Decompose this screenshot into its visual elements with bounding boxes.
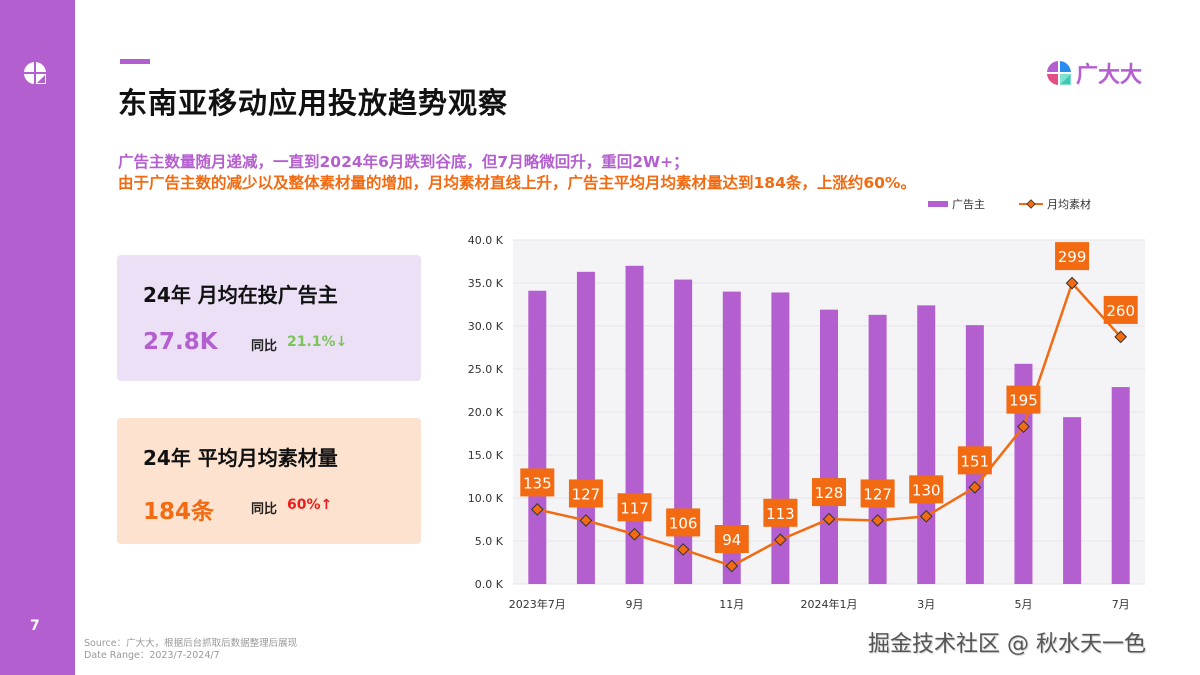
legend-swatch-bar — [928, 201, 948, 207]
x-tick-label: 9月 — [626, 598, 644, 611]
y-tick-label: 40.0 K — [468, 234, 504, 247]
bar-advertisers — [722, 291, 741, 584]
description-line-1: 广告主数量随月递减，一直到2024年6月跌到谷底，但7月略微回升，重回2W+； — [118, 153, 689, 171]
source-note: Source：广大大，根据后台抓取后数据整理后展现 Date Range：202… — [84, 638, 297, 662]
data-label: 135 — [523, 474, 552, 492]
yoy-label: 同比 — [251, 339, 278, 354]
x-tick-label: 2024年1月 — [801, 597, 858, 611]
advertiser-stat-card: 24年 月均在投广告主 27.8K 同比 21.1%↓ — [117, 255, 421, 381]
y-tick-label: 25.0 K — [468, 363, 504, 376]
data-label-box — [909, 475, 944, 504]
line-point-marker — [579, 514, 593, 527]
brand-logo-icon — [24, 62, 46, 84]
y-tick-label: 15.0 K — [468, 449, 504, 462]
brand-logo-icon — [1047, 61, 1071, 85]
card-title: 24年 月均在投广告主 — [143, 283, 338, 307]
data-label: 130 — [912, 481, 941, 499]
data-label-box — [666, 508, 701, 537]
data-label-box — [1103, 295, 1138, 324]
data-label: 113 — [766, 505, 795, 523]
x-tick-label: 2023年7月 — [509, 597, 566, 611]
watermark: 掘金技术社区 @ 秋水天一色 — [868, 632, 1146, 657]
yoy-label: 同比 — [251, 502, 278, 517]
line-point-marker — [676, 543, 690, 556]
brand: 广大大 — [1046, 57, 1142, 89]
line-point-marker — [822, 512, 836, 526]
bar-advertisers — [820, 309, 838, 584]
data-label-box — [714, 525, 749, 553]
line-point-marker — [628, 527, 641, 541]
data-label-box — [957, 446, 992, 475]
x-tick-label: 7月 — [1112, 598, 1130, 611]
data-label: 106 — [669, 514, 698, 532]
description-line-2: 由于广告主数的减少以及整体素材量的增加，月均素材直线上升，广告主平均月均素材量达… — [118, 174, 916, 192]
y-tick-label: 0.0 K — [475, 578, 504, 591]
line-point-marker — [774, 533, 787, 547]
data-label-box — [1006, 385, 1041, 414]
data-label-box — [860, 479, 895, 508]
source-line: Source：广大大，根据后台抓取后数据整理后展现 — [84, 638, 298, 649]
y-tick-label: 20.0 K — [468, 406, 504, 419]
bar-advertisers — [1111, 387, 1130, 584]
data-label: 94 — [722, 531, 741, 549]
x-tick-label: 5月 — [1014, 598, 1032, 611]
legend-swatch-line — [1019, 199, 1043, 209]
title-accent-bar — [120, 59, 150, 64]
yoy-value: 60%↑ — [287, 497, 333, 513]
data-label: 151 — [961, 452, 990, 470]
data-label-box — [812, 478, 846, 507]
chart-legend: 广告主 月均素材 — [928, 196, 1091, 212]
bar-advertisers — [868, 314, 887, 584]
plot-background — [513, 240, 1145, 584]
y-tick-label: 10.0 K — [468, 492, 504, 505]
creative-stat-card: 24年 平均月均素材量 184条 同比 60%↑ — [117, 418, 421, 544]
bar-advertisers — [1014, 363, 1033, 584]
data-label-box — [763, 498, 798, 527]
card-title: 24年 平均月均素材量 — [143, 446, 338, 470]
legend-label-advertisers: 广告主 — [952, 198, 985, 211]
line-creatives — [537, 281, 1122, 568]
data-label-box — [1055, 242, 1090, 271]
line-point-marker — [725, 559, 739, 573]
x-tick-label: 11月 — [719, 598, 744, 611]
line-point-marker — [1065, 276, 1079, 290]
data-label-box — [568, 479, 603, 508]
legend-label-creatives: 月均素材 — [1047, 198, 1091, 211]
bar-advertisers — [625, 265, 644, 584]
data-label: 299 — [1058, 248, 1087, 266]
data-label-box — [617, 493, 652, 522]
bar-advertisers — [528, 290, 547, 584]
bar-advertisers — [965, 325, 984, 584]
bar-advertisers — [1063, 417, 1082, 584]
yoy-value: 21.1%↓ — [287, 334, 348, 350]
line-point-marker — [1114, 330, 1128, 344]
x-tick-label: 3月 — [917, 598, 935, 611]
y-tick-label: 5.0 K — [475, 535, 504, 548]
data-label: 260 — [1106, 302, 1135, 320]
sidebar: 7 — [0, 0, 75, 675]
y-tick-label: 35.0 K — [468, 277, 504, 290]
data-label: 127 — [572, 485, 601, 503]
bar-advertisers — [576, 271, 595, 584]
data-label-box — [520, 468, 555, 497]
page-number: 7 — [30, 618, 40, 634]
data-label: 127 — [863, 485, 892, 503]
data-label: 195 — [1009, 392, 1038, 410]
bar-advertisers — [674, 279, 693, 584]
line-point-marker — [871, 514, 884, 527]
brand-name: 广大大 — [1076, 63, 1143, 88]
data-label: 117 — [620, 499, 649, 517]
line-point-marker — [530, 503, 544, 516]
y-tick-label: 30.0 K — [468, 320, 504, 333]
line-point-marker — [968, 480, 982, 494]
page-title: 东南亚移动应用投放趋势观察 — [118, 86, 509, 120]
bar-advertisers — [771, 292, 790, 584]
bar-advertisers — [917, 305, 936, 584]
date-range-line: Date Range：2023/7-2024/7 — [84, 650, 220, 661]
card-value: 184条 — [143, 499, 215, 525]
line-point-marker — [1017, 420, 1030, 433]
line-point-marker — [919, 509, 933, 523]
card-value: 27.8K — [143, 329, 218, 355]
data-label: 128 — [815, 484, 844, 502]
